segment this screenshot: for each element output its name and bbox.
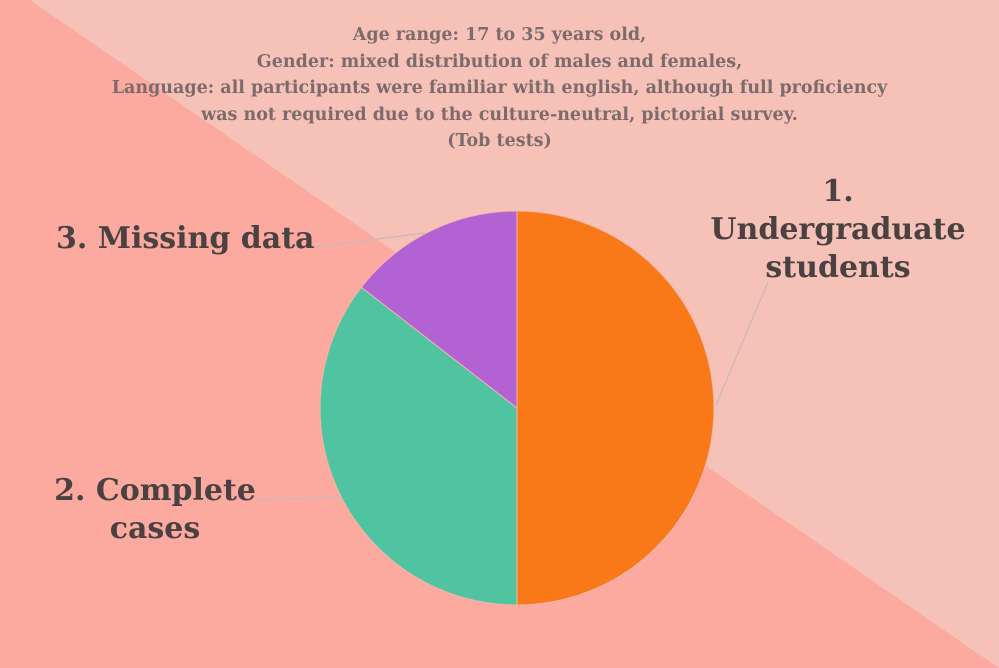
pie-slice-missing-data — [360, 210, 518, 410]
slice-label-missing-data: 3. Missing data — [56, 220, 315, 258]
leader-line-missing-data — [307, 232, 426, 249]
pie-slices — [319, 210, 715, 606]
slice-2-label-line-1: 2. Complete — [54, 473, 256, 508]
leader-line-complete-cases — [255, 496, 341, 501]
slice-1-label-line-2: Undergraduate — [710, 212, 966, 247]
subtitle-line-2: Gender: mixed distribution of males and … — [256, 51, 743, 72]
subtitle-line-5: (Tob tests) — [447, 131, 552, 151]
slice-1-label-line-3: students — [765, 250, 911, 285]
pie-slice-complete-cases — [319, 286, 518, 606]
slice-2-label-line-2: cases — [109, 511, 201, 546]
pie-slice-undergraduate-students — [516, 210, 715, 606]
subtitle-line-4: was not required due to the culture-neut… — [201, 104, 798, 125]
subtitle-line-3: Language: all participants were familiar… — [111, 78, 888, 98]
slice-label-undergraduate-students: 1. Undergraduate students — [700, 173, 976, 287]
leader-lines — [255, 232, 769, 501]
chart-subtitle: Age range: 17 to 35 years old, Gender: m… — [0, 22, 999, 155]
subtitle-line-1: Age range: 17 to 35 years old, — [352, 25, 647, 45]
slice-3-label-line-1: 3. Missing data — [56, 221, 315, 256]
slice-label-complete-cases: 2. Complete cases — [50, 472, 260, 548]
slice-1-label-line-1: 1. — [822, 174, 854, 209]
leader-line-undergraduate-students — [715, 281, 769, 406]
